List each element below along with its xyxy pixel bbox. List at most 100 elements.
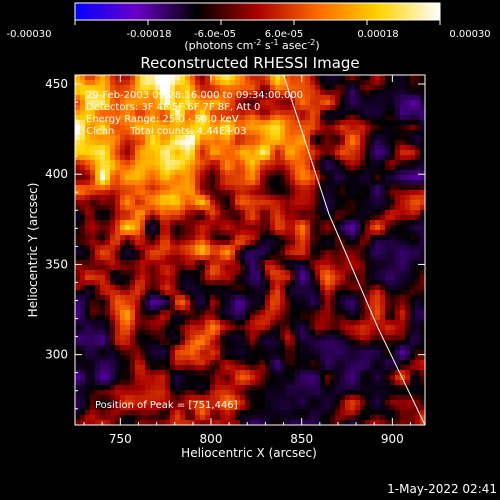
heatmap-pixel [325,160,331,166]
heatmap-pixel [125,295,131,301]
heatmap-pixel [190,405,196,411]
heatmap-pixel [365,265,371,271]
heatmap-pixel [405,295,411,301]
heatmap-pixel [395,255,401,261]
heatmap-pixel [195,250,201,256]
heatmap-pixel [175,90,181,96]
heatmap-pixel [80,320,86,326]
heatmap-pixel [115,140,121,146]
heatmap-pixel [100,160,106,166]
heatmap-pixel [205,100,211,106]
heatmap-pixel [190,230,196,236]
heatmap-pixel [85,300,91,306]
heatmap-pixel [310,390,316,396]
heatmap-pixel [115,100,121,106]
heatmap-pixel [110,400,116,406]
heatmap-pixel [125,160,131,166]
heatmap-pixel [350,405,356,411]
heatmap-pixel [365,240,371,246]
heatmap-pixel [360,295,366,301]
heatmap-pixel [295,330,301,336]
heatmap-pixel [250,125,256,131]
heatmap-pixel [135,110,141,116]
heatmap-pixel [110,75,116,81]
heatmap-pixel [200,145,206,151]
heatmap-pixel [290,340,296,346]
heatmap-pixel [100,95,106,101]
heatmap-pixel [85,355,91,361]
heatmap-pixel [110,330,116,336]
heatmap-pixel [145,130,151,136]
heatmap-pixel [160,170,166,176]
heatmap-pixel [405,130,411,136]
heatmap-pixel [205,145,211,151]
heatmap-pixel [150,335,156,341]
heatmap-pixel [330,140,336,146]
heatmap-pixel [270,305,276,311]
heatmap-pixel [260,310,266,316]
heatmap-pixel [275,135,281,141]
heatmap-pixel [165,350,171,356]
heatmap-pixel [360,410,366,416]
heatmap-pixel [280,250,286,256]
heatmap-pixel [170,220,176,226]
heatmap-pixel [270,390,276,396]
heatmap-pixel [200,275,206,281]
heatmap-pixel [400,310,406,316]
heatmap-pixel [170,185,176,191]
heatmap-pixel [280,295,286,301]
heatmap-pixel [175,75,181,81]
heatmap-pixel [380,420,386,425]
heatmap-pixel [320,205,326,211]
heatmap-pixel [400,140,406,146]
heatmap-pixel [175,390,181,396]
heatmap-pixel [275,320,281,326]
heatmap-pixel [200,85,206,91]
heatmap-pixel [95,115,101,121]
heatmap-pixel [395,270,401,276]
heatmap-pixel [120,335,126,341]
heatmap-pixel [325,200,331,206]
heatmap-pixel [85,265,91,271]
heatmap-pixel [105,205,111,211]
heatmap-pixel [125,120,131,126]
heatmap-pixel [380,175,386,181]
heatmap-pixel [340,400,346,406]
heatmap-pixel [295,420,301,425]
heatmap-pixel [265,375,271,381]
heatmap-pixel [280,220,286,226]
heatmap-pixel [400,200,406,206]
heatmap-pixel [405,125,411,131]
heatmap-pixel [220,135,226,141]
heatmap-pixel [210,110,216,116]
heatmap-pixel [175,370,181,376]
heatmap-pixel [125,290,131,296]
heatmap-pixel [95,145,101,151]
heatmap-pixel [405,100,411,106]
heatmap-pixel [350,125,356,131]
heatmap-pixel [75,75,81,81]
heatmap-pixel [280,340,286,346]
heatmap-pixel [210,290,216,296]
heatmap-pixel [285,140,291,146]
heatmap-pixel [200,350,206,356]
heatmap-pixel [375,80,381,86]
heatmap-pixel [145,380,151,386]
heatmap-pixel [420,300,425,306]
heatmap-pixel [200,210,206,216]
heatmap-pixel [85,400,91,406]
heatmap-pixel [305,130,311,136]
heatmap-pixel [185,355,191,361]
heatmap-pixel [305,315,311,321]
heatmap-pixel [130,315,136,321]
heatmap-pixel [80,350,86,356]
heatmap-pixel [400,400,406,406]
heatmap-pixel [265,330,271,336]
heatmap-pixel [170,255,176,261]
heatmap-pixel [120,145,126,151]
heatmap-pixel [230,125,236,131]
heatmap-pixel [175,290,181,296]
heatmap-pixel [275,80,281,86]
heatmap-pixel [200,325,206,331]
heatmap-pixel [160,125,166,131]
